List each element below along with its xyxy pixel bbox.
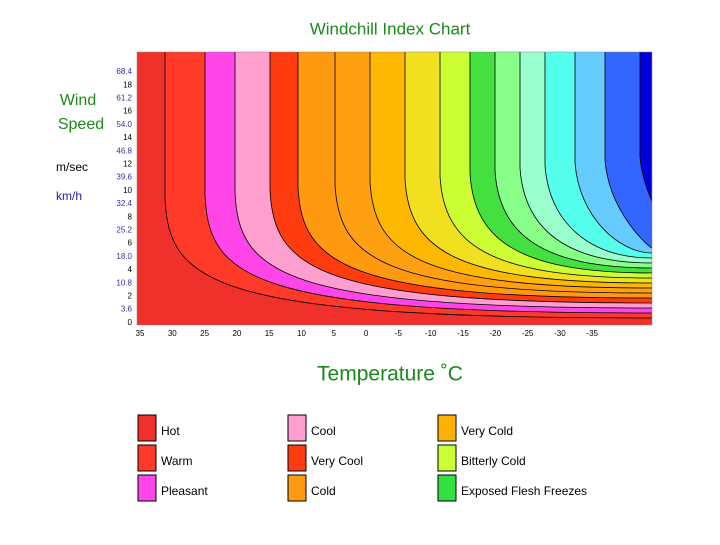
x-tick-label: -5 — [395, 329, 403, 338]
x-tick-label: 20 — [232, 329, 241, 338]
y-label-line: Wind — [60, 92, 96, 109]
x-tick-label: -10 — [425, 329, 437, 338]
plot-border — [136, 51, 653, 326]
legend-swatch — [437, 414, 457, 442]
legend-label: Bitterly Cold — [461, 454, 526, 468]
legend-label: Cold — [311, 484, 336, 498]
unit-ms: m/sec — [56, 160, 88, 174]
y-tick-label: 2 — [128, 292, 133, 301]
y-tick-label: 18.0 — [116, 252, 132, 261]
legend-label: Very Cold — [461, 424, 513, 438]
legend-swatch — [437, 474, 457, 502]
x-tick-label: -30 — [554, 329, 566, 338]
y-tick-label: 8 — [128, 212, 133, 221]
y-tick-label: 61.2 — [116, 94, 132, 103]
legend-swatch — [287, 444, 307, 472]
x-tick-label: 10 — [297, 329, 306, 338]
title: Windchill Index Chart — [310, 19, 471, 38]
legend-label: Hot — [161, 424, 180, 438]
band — [639, 52, 652, 244]
y-tick-label: 68.4 — [116, 67, 132, 76]
legend-swatch — [137, 444, 157, 472]
legend-swatch — [287, 474, 307, 502]
x-tick-label: -20 — [490, 329, 502, 338]
x-tick-label: -15 — [457, 329, 469, 338]
legend-label: Very Cool — [311, 454, 363, 468]
x-tick-label: 30 — [168, 329, 177, 338]
y-tick-label: 10.8 — [116, 278, 132, 287]
y-tick-label: 39.6 — [116, 173, 132, 182]
x-tick-label: 35 — [136, 329, 145, 338]
y-tick-label: 46.8 — [116, 146, 132, 155]
legend-label: Pleasant — [161, 484, 208, 498]
x-tick-label: 5 — [332, 329, 337, 338]
y-tick-label: 0 — [128, 318, 133, 327]
plot-area: 68.4 18 61.2 16 54.0 14 46.8 12 39.6 10 32.4 8 25.2 6… — [116, 51, 653, 338]
x-tick-label: -35 — [586, 329, 598, 338]
y-tick-label: 12 — [123, 160, 132, 169]
legend-swatch — [137, 474, 157, 502]
y-tick-label: 18 — [123, 80, 132, 89]
y-tick-label: 3.6 — [121, 305, 133, 314]
x-tick-label: 15 — [265, 329, 274, 338]
y-tick-label: 14 — [123, 133, 132, 142]
y-tick-label: 4 — [128, 265, 133, 274]
legend-swatch — [287, 414, 307, 442]
y-tick-label: 25.2 — [116, 226, 132, 235]
x-tick-label: 0 — [364, 329, 369, 338]
legend-label: Cool — [311, 424, 336, 438]
y-tick-label: 54.0 — [116, 120, 132, 129]
y-tick-label: 10 — [123, 186, 132, 195]
x-axis-label: Temperature ˚C — [317, 363, 463, 386]
bands — [137, 52, 652, 325]
legend: Hot Warm Pleasant Cool Very Cool Cold Very Col… — [137, 414, 587, 502]
legend-label: Exposed Flesh Freezes — [461, 484, 587, 498]
legend-swatch — [137, 414, 157, 442]
unit-kmh: km/h — [56, 189, 82, 203]
y-tick-label: 32.4 — [116, 199, 132, 208]
legend-swatch — [437, 444, 457, 472]
x-tick-label: 25 — [200, 329, 209, 338]
x-tick-label: -25 — [522, 329, 534, 338]
y-tick-label: 16 — [123, 107, 132, 116]
y-tick-label: 6 — [128, 239, 133, 248]
legend-label: Warm — [161, 454, 193, 468]
y-label-line: Speed — [58, 116, 104, 133]
